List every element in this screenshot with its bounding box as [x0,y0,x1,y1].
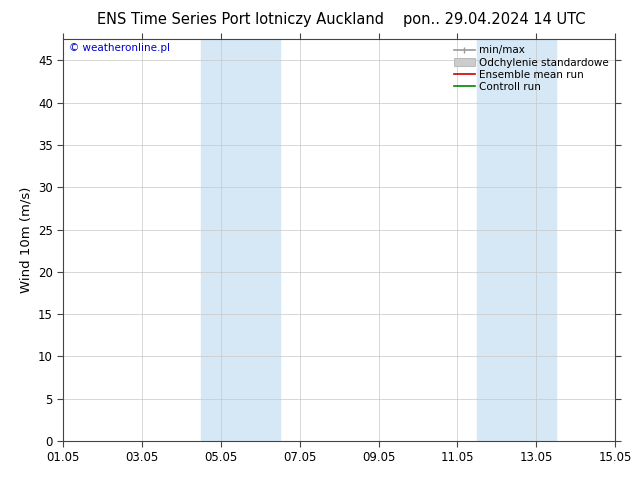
Y-axis label: Wind 10m (m/s): Wind 10m (m/s) [20,187,32,294]
Legend: min/max, Odchylenie standardowe, Ensemble mean run, Controll run: min/max, Odchylenie standardowe, Ensembl… [451,42,612,95]
Text: ENS Time Series Port lotniczy Auckland: ENS Time Series Port lotniczy Auckland [98,12,384,27]
Bar [477,39,556,441]
Bar [202,39,280,441]
Text: © weatheronline.pl: © weatheronline.pl [69,43,170,53]
Text: pon.. 29.04.2024 14 UTC: pon.. 29.04.2024 14 UTC [403,12,586,27]
